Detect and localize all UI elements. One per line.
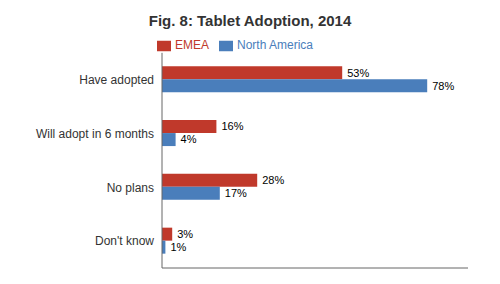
svg-text:Don't know: Don't know — [95, 234, 154, 248]
svg-text:17%: 17% — [225, 187, 247, 199]
svg-text:Will adopt in 6 months: Will adopt in 6 months — [36, 127, 154, 141]
svg-text:1%: 1% — [170, 241, 186, 253]
svg-text:16%: 16% — [221, 120, 243, 132]
svg-text:28%: 28% — [262, 174, 284, 186]
html-text:EMEA: EMEA — [175, 38, 209, 52]
svg-text:3%: 3% — [177, 228, 193, 240]
svg-text:No plans: No plans — [107, 181, 154, 195]
html-text:North America: North America — [237, 38, 313, 52]
html-text:Fig. 8: Tablet Adoption, 2014: Fig. 8: Tablet Adoption, 2014 — [148, 12, 352, 29]
svg-text:53%: 53% — [347, 67, 369, 79]
svg-text:Have adopted: Have adopted — [79, 73, 154, 87]
svg-text:4%: 4% — [181, 133, 197, 145]
svg-text:78%: 78% — [432, 80, 454, 92]
